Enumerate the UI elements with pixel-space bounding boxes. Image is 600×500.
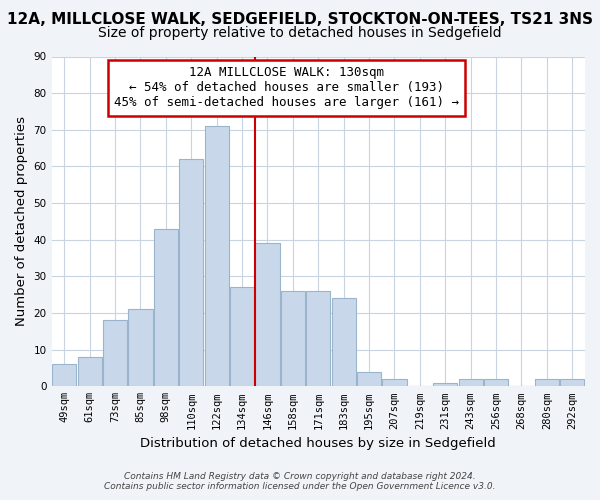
Bar <box>306 291 331 386</box>
Text: Contains HM Land Registry data © Crown copyright and database right 2024.
Contai: Contains HM Land Registry data © Crown c… <box>104 472 496 491</box>
Bar <box>205 126 229 386</box>
Bar <box>281 291 305 386</box>
Bar <box>484 379 508 386</box>
Bar <box>458 379 483 386</box>
Bar <box>154 228 178 386</box>
Bar <box>357 372 381 386</box>
Bar <box>52 364 76 386</box>
Bar <box>256 244 280 386</box>
Bar <box>433 382 457 386</box>
Bar <box>103 320 127 386</box>
Bar <box>332 298 356 386</box>
X-axis label: Distribution of detached houses by size in Sedgefield: Distribution of detached houses by size … <box>140 437 496 450</box>
Text: 12A MILLCLOSE WALK: 130sqm
← 54% of detached houses are smaller (193)
45% of sem: 12A MILLCLOSE WALK: 130sqm ← 54% of deta… <box>114 66 459 110</box>
Bar <box>128 310 152 386</box>
Text: 12A, MILLCLOSE WALK, SEDGEFIELD, STOCKTON-ON-TEES, TS21 3NS: 12A, MILLCLOSE WALK, SEDGEFIELD, STOCKTO… <box>7 12 593 28</box>
Bar <box>382 379 407 386</box>
Bar <box>230 288 254 386</box>
Bar <box>535 379 559 386</box>
Bar <box>179 159 203 386</box>
Text: Size of property relative to detached houses in Sedgefield: Size of property relative to detached ho… <box>98 26 502 40</box>
Bar <box>77 357 102 386</box>
Bar <box>560 379 584 386</box>
Y-axis label: Number of detached properties: Number of detached properties <box>15 116 28 326</box>
